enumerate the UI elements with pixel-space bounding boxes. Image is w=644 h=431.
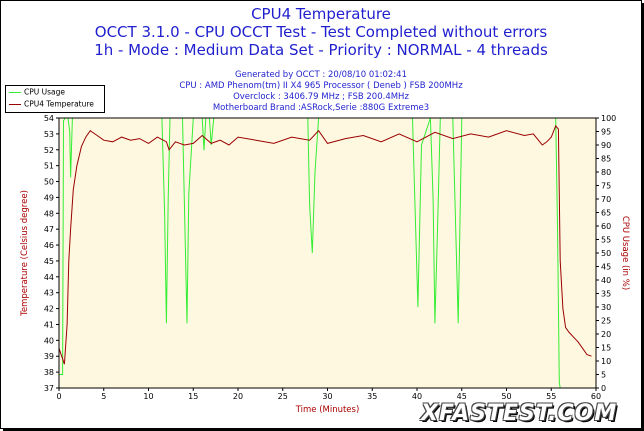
legend-swatch-temperature — [9, 103, 21, 105]
series-line-cpu-usage — [59, 117, 561, 389]
y-left-tick-label: 50 — [44, 178, 54, 187]
y-right-tick-label: 25 — [601, 317, 611, 326]
y-right-tick-label: 40 — [601, 276, 611, 285]
y-left-tick-label: 52 — [44, 146, 54, 155]
y-right-tick-label: 10 — [601, 357, 611, 366]
y-right-tick-label: 20 — [601, 330, 611, 339]
y-left-tick-label: 53 — [44, 130, 54, 139]
y-left-tick-label: 41 — [44, 320, 54, 329]
info-cpu: CPU : AMD Phenom(tm) II X4 965 Processor… — [179, 81, 463, 91]
y-right-tick-label: 35 — [601, 290, 611, 299]
plot-area — [59, 118, 596, 388]
y-left-tick-label: 51 — [44, 162, 54, 171]
chart-subtitle-test: OCCT 3.1.0 - CPU OCCT Test - Test Comple… — [94, 23, 548, 41]
y-left-tick-label: 49 — [44, 193, 54, 202]
y-left-tick-label: 48 — [44, 209, 54, 218]
chart-subtitle-mode: 1h - Mode : Medium Data Set - Priority :… — [94, 41, 548, 59]
y-left-tick-label: 40 — [44, 336, 54, 345]
y-left-tick-label: 39 — [44, 352, 54, 361]
x-tick-label: 45 — [457, 392, 467, 401]
y-right-tick-label: 85 — [601, 155, 611, 164]
x-tick-label: 0 — [56, 392, 61, 401]
x-tick-label: 25 — [278, 392, 288, 401]
series-line-cpu4-temperature — [58, 124, 592, 365]
legend-swatch-cpu-usage — [9, 91, 21, 93]
y-right-tick-label: 75 — [601, 182, 611, 191]
x-axis-label: Time (Minutes) — [295, 405, 360, 415]
y-right-tick-label: 90 — [601, 141, 611, 150]
legend-label-temperature: CPU4 Temperature — [24, 99, 94, 109]
axis-layer: 0 5 10 15 20 25 30 35 40 45 50 55 603738394041424344… — [44, 114, 616, 401]
y-right-tick-label: 50 — [601, 249, 611, 258]
y-left-tick-label: 44 — [44, 273, 54, 282]
y-right-tick-label: 95 — [601, 128, 611, 137]
y-axis-left-label: Temperature (Celsius degree) — [20, 190, 30, 317]
x-tick-label: 50 — [501, 392, 511, 401]
x-tick-label: 35 — [367, 392, 377, 401]
y-right-tick-label: 0 — [601, 384, 606, 393]
y-right-tick-label: 80 — [601, 168, 611, 177]
x-tick-label: 10 — [143, 392, 153, 401]
x-tick-label: 15 — [188, 392, 198, 401]
legend-item-cpu-usage: CPU Usage — [9, 87, 65, 99]
y-right-tick-label: 30 — [601, 303, 611, 312]
y-right-tick-label: 55 — [601, 236, 611, 245]
x-tick-label: 55 — [546, 392, 556, 401]
x-tick-label: 5 — [101, 392, 106, 401]
info-overclock: Overclock : 3406.79 MHz ; FSB 200.4MHz — [233, 92, 409, 102]
y-right-tick-label: 70 — [601, 195, 611, 204]
y-right-tick-label: 65 — [601, 209, 611, 218]
y-left-tick-label: 43 — [44, 289, 54, 298]
info-motherboard: Motherboard Brand :ASRock,Serie :880G Ex… — [212, 103, 430, 113]
legend: CPU Usage CPU4 Temperature — [5, 85, 105, 113]
plot-border — [58, 117, 597, 389]
y-right-tick-label: 15 — [601, 344, 611, 353]
y-right-tick-label: 5 — [601, 371, 606, 380]
y-left-tick-label: 42 — [44, 305, 54, 314]
legend-label-cpu-usage: CPU Usage — [24, 87, 66, 97]
y-left-tick-label: 45 — [44, 257, 54, 266]
y-axis-right-label: CPU Usage (in %) — [620, 216, 630, 290]
y-left-tick-label: 54 — [44, 114, 54, 123]
series-layer — [58, 117, 592, 389]
y-right-tick-label: 45 — [601, 263, 611, 272]
y-right-tick-label: 100 — [601, 114, 616, 123]
x-tick-label: 40 — [412, 392, 422, 401]
y-left-tick-label: 46 — [44, 241, 54, 250]
chart-title: CPU4 Temperature — [251, 5, 391, 23]
y-right-tick-label: 60 — [601, 222, 611, 231]
x-tick-label: 60 — [591, 392, 601, 401]
y-left-tick-label: 38 — [44, 368, 54, 377]
info-generated: Generated by OCCT : 20/08/10 01:02:41 — [235, 70, 407, 80]
y-left-tick-label: 37 — [44, 384, 54, 393]
legend-item-temperature: CPU4 Temperature — [9, 99, 94, 111]
x-tick-label: 20 — [233, 392, 243, 401]
y-left-tick-label: 47 — [44, 225, 54, 234]
watermark-logo: XFASTEST.COM — [421, 401, 618, 426]
x-tick-label: 30 — [322, 392, 332, 401]
